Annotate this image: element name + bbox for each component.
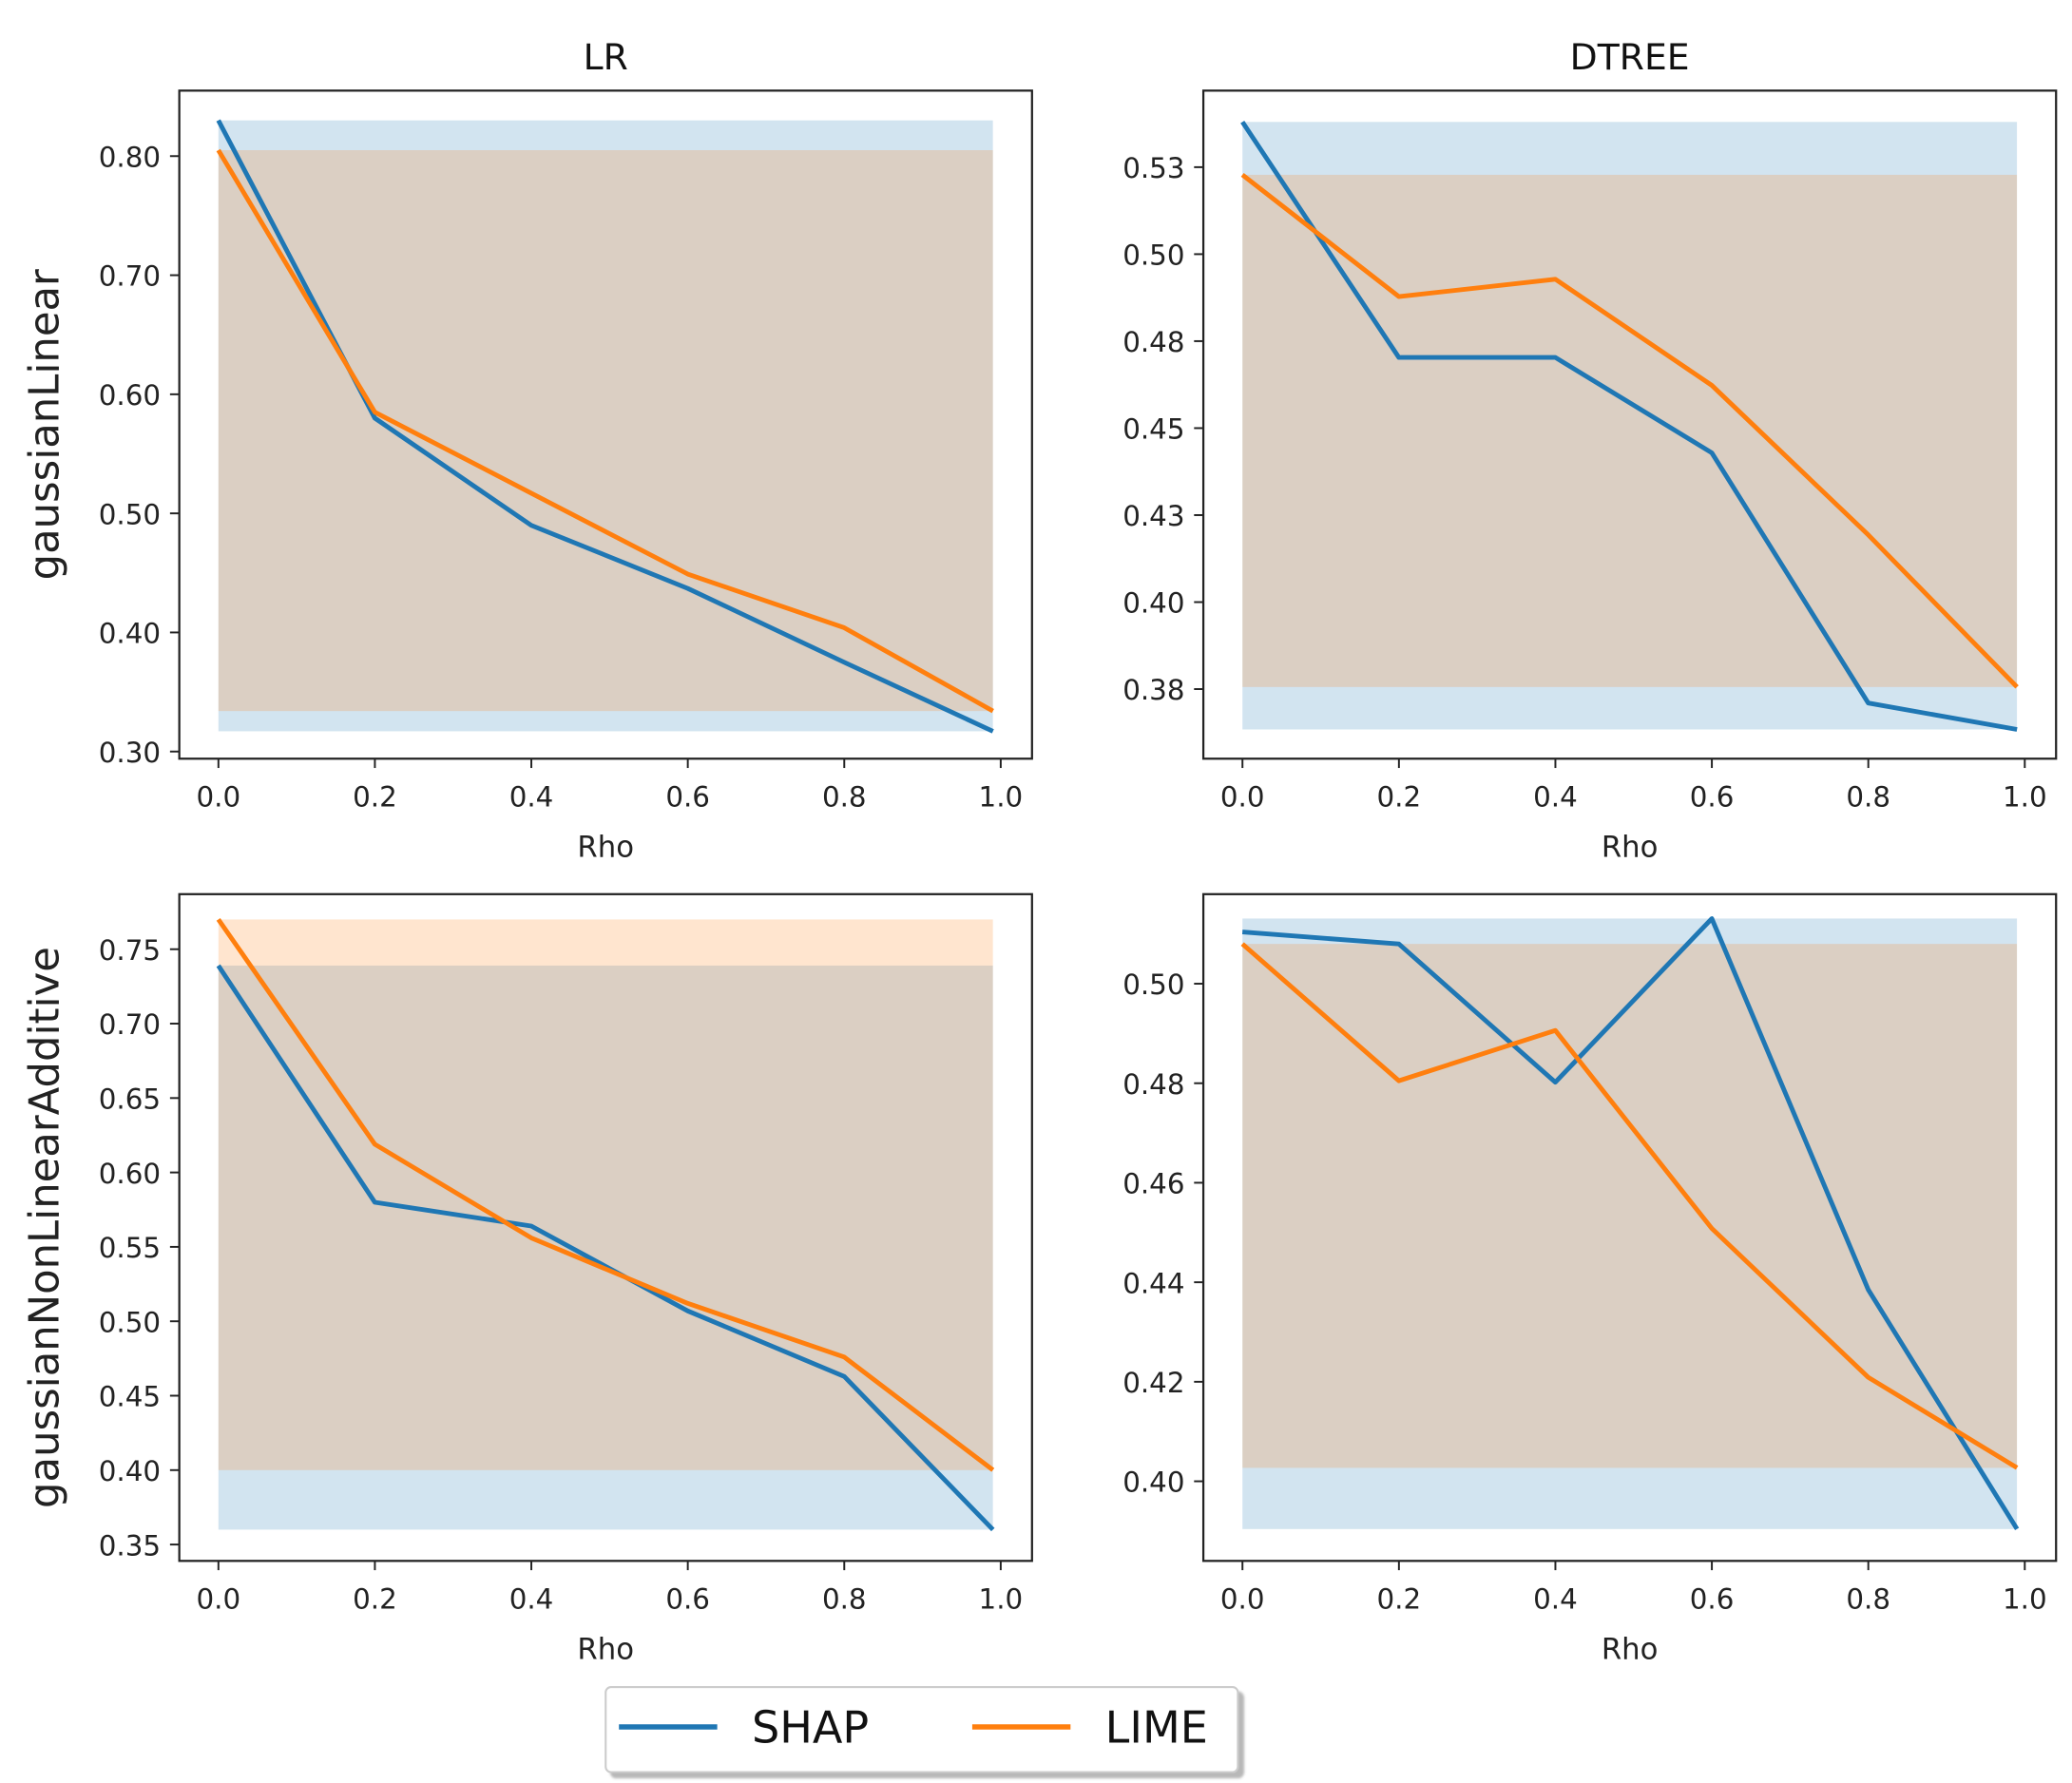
- y-tick-label: 0.55: [99, 1232, 161, 1264]
- shap-range-band: [218, 120, 993, 732]
- x-tick-label: 0.2: [353, 1583, 397, 1616]
- x-tick-label: 0.6: [665, 781, 710, 814]
- x-tick-label: 0.6: [1690, 781, 1735, 814]
- lime-range-band: [1242, 174, 2018, 687]
- y-axis-label: gaussianLinear: [21, 269, 68, 580]
- axes-frame: [1201, 892, 2058, 1563]
- legend: SHAP LIME: [604, 1686, 1239, 1773]
- x-tick-label: 1.0: [979, 781, 1024, 814]
- x-axis-label: Rho: [1602, 1633, 1659, 1667]
- subplot-title: LR: [584, 36, 628, 78]
- y-tick-label: 0.48: [1122, 1068, 1184, 1101]
- x-tick-label: 0.6: [1690, 1583, 1735, 1616]
- shap-range-band: [1242, 918, 2018, 1529]
- subplot-title: DTREE: [1570, 36, 1690, 78]
- lime-range-band: [218, 149, 993, 712]
- y-tick-label: 0.40: [99, 618, 161, 650]
- y-tick-label: 0.60: [99, 379, 161, 412]
- y-tick-label: 0.60: [99, 1158, 161, 1190]
- x-axis-label: Rho: [577, 831, 634, 865]
- x-tick-label: 0.0: [1220, 781, 1265, 814]
- lime-line: [216, 148, 994, 714]
- axes-frame: [1201, 89, 2058, 760]
- y-tick-label: 0.46: [1122, 1168, 1184, 1200]
- x-tick-label: 0.8: [822, 1583, 867, 1616]
- x-tick-label: 0.0: [196, 781, 240, 814]
- y-tick-label: 0.48: [1122, 326, 1184, 358]
- y-tick-label: 0.65: [99, 1083, 161, 1115]
- shap-range-band: [1242, 122, 2018, 730]
- x-tick-label: 0.2: [1377, 1583, 1422, 1616]
- subplot-1: 0.0 0.2 0.4 0.6 0.8 1.0 0.38 0.40 0.43 0.45 0.48 0.…: [1122, 36, 2058, 865]
- y-tick-label: 0.50: [99, 1306, 161, 1338]
- x-tick-label: 0.0: [196, 1583, 240, 1616]
- subplot-0: 0.0 0.2 0.4 0.6 0.8 1.0 0.30 0.40 0.50 0.60 0.70 0.…: [21, 36, 1033, 865]
- y-tick-label: 0.50: [1122, 240, 1184, 272]
- x-tick-label: 0.8: [1846, 781, 1890, 814]
- lime-line: [1240, 942, 2019, 1470]
- y-tick-label: 0.40: [1122, 1467, 1184, 1499]
- y-axis-label: gaussianNonLinearAdditive: [21, 947, 68, 1508]
- y-tick-label: 0.80: [99, 141, 161, 173]
- y-tick-label: 0.35: [99, 1529, 161, 1562]
- y-tick-label: 0.50: [1122, 968, 1184, 1001]
- y-tick-label: 0.70: [99, 1008, 161, 1041]
- legend-shap-label: SHAP: [752, 1702, 869, 1754]
- y-tick-label: 0.40: [99, 1455, 161, 1487]
- y-tick-label: 0.38: [1122, 674, 1184, 706]
- x-tick-label: 1.0: [979, 1583, 1024, 1616]
- x-tick-label: 1.0: [2003, 781, 2047, 814]
- y-tick-label: 0.45: [99, 1381, 161, 1413]
- legend-lime-label: LIME: [1105, 1702, 1208, 1754]
- y-tick-label: 0.70: [99, 260, 161, 293]
- x-tick-label: 0.4: [509, 781, 554, 814]
- shap-range-band: [218, 965, 993, 1530]
- x-tick-label: 0.8: [1846, 1583, 1890, 1616]
- y-tick-label: 0.43: [1122, 500, 1184, 532]
- x-tick-label: 0.2: [353, 781, 397, 814]
- axes-frame: [178, 892, 1033, 1563]
- x-tick-label: 0.8: [822, 781, 867, 814]
- shap-line: [1241, 916, 2020, 1531]
- x-axis-label: Rho: [1602, 831, 1659, 865]
- x-tick-label: 1.0: [2003, 1583, 2047, 1616]
- x-tick-label: 0.0: [1220, 1583, 1265, 1616]
- legend-box: [604, 1686, 1239, 1773]
- y-tick-label: 0.42: [1122, 1367, 1184, 1399]
- lime-range-band: [218, 919, 993, 1470]
- x-tick-label: 0.4: [509, 1583, 554, 1616]
- x-tick-label: 0.4: [1533, 1583, 1578, 1616]
- y-tick-label: 0.30: [99, 737, 161, 769]
- y-tick-label: 0.44: [1122, 1267, 1184, 1299]
- y-tick-label: 0.50: [99, 498, 161, 530]
- y-tick-label: 0.45: [1122, 413, 1184, 446]
- lime-line: [1240, 173, 2019, 689]
- lime-range-band: [1242, 944, 2018, 1468]
- axes-frame: [178, 89, 1033, 760]
- x-tick-label: 0.4: [1533, 781, 1578, 814]
- x-tick-label: 0.2: [1377, 781, 1422, 814]
- lime-line: [216, 917, 995, 1472]
- y-tick-label: 0.40: [1122, 587, 1184, 620]
- subplot-3: 0.0 0.2 0.4 0.6 0.8 1.0 0.40 0.42 0.44 0.46 0.48 0.…: [1122, 892, 2058, 1667]
- y-tick-label: 0.75: [99, 934, 161, 967]
- x-axis-label: Rho: [577, 1633, 634, 1667]
- shap-line: [1240, 120, 2018, 732]
- x-tick-label: 0.6: [665, 1583, 710, 1616]
- y-tick-label: 0.53: [1122, 152, 1184, 184]
- subplot-2: 0.0 0.2 0.4 0.6 0.8 1.0 0.35 0.40 0.45 0.50 0.55 0.…: [21, 892, 1033, 1667]
